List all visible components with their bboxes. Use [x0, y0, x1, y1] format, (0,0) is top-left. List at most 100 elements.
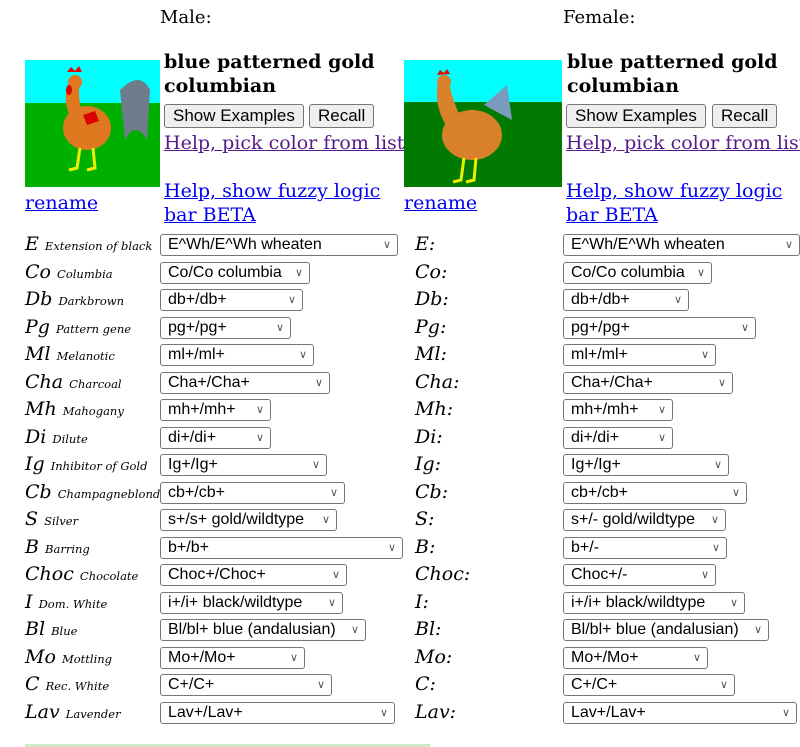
female-gene-select[interactable]: pg+/pg+ ∨	[563, 316, 756, 339]
chevron-down-icon: ∨	[327, 596, 336, 609]
male-gene-select[interactable]: pg+/pg+ ∨	[160, 316, 291, 339]
gene-symbol: Bl	[25, 618, 46, 640]
female-gene-select[interactable]: Ig+/Ig+ ∨	[563, 454, 729, 476]
male-gene-select[interactable]: cb+/cb+ ∨	[160, 481, 345, 504]
male-gene-label: Cha Charcoal	[25, 369, 122, 396]
bottom-divider	[25, 744, 430, 747]
male-gene-select[interactable]: ml+/ml+ ∨	[160, 344, 314, 366]
male-gene-select[interactable]: db+/db+ ∨	[160, 289, 303, 311]
female-gene-select[interactable]: i+/i+ black/wildtype ∨	[563, 591, 745, 614]
female-gene-select[interactable]: Mo+/Mo+ ∨	[563, 646, 708, 669]
male-gene-select[interactable]: i+/i+ black/wildtype ∨	[160, 591, 343, 614]
female-rename-link[interactable]: rename	[404, 192, 478, 214]
female-gene-select[interactable]: Cha+/Cha+ ∨	[563, 371, 733, 394]
male-gene-label: B Barring	[25, 534, 90, 561]
rooster-image	[25, 60, 160, 187]
male-gene-label: Pg Pattern gene	[25, 314, 131, 341]
select-value: Ig+/Ig+	[168, 456, 218, 473]
female-gene-select[interactable]: ml+/ml+ ∨	[563, 344, 716, 366]
select-value: Cha+/Cha+	[571, 373, 653, 391]
female-recall-button[interactable]: Recall	[712, 104, 778, 128]
gene-name: Columbia	[57, 266, 113, 281]
hen-image	[404, 60, 562, 187]
select-value: pg+/pg+	[571, 318, 630, 336]
female-gene-select[interactable]: Lav+/Lav+ ∨	[563, 701, 797, 724]
male-gene-select[interactable]: Bl/bl+ blue (andalusian) ∨	[160, 619, 366, 641]
female-gene-label: B:	[415, 535, 436, 558]
male-gene-select[interactable]: Co/Co columbia ∨	[160, 261, 310, 284]
gene-symbol: I	[25, 590, 33, 613]
female-gene-label: Pg:	[415, 315, 447, 338]
chevron-down-icon: ∨	[700, 349, 709, 361]
female-show-examples-button[interactable]: Show Examples	[566, 104, 706, 128]
female-gene-select[interactable]: cb+/cb+ ∨	[563, 481, 747, 504]
select-value: Bl/bl+ blue (andalusian)	[571, 621, 739, 638]
select-value: ml+/ml+	[571, 346, 628, 363]
male-gene-select[interactable]: Choc+/Choc+ ∨	[160, 564, 347, 586]
male-gene-select[interactable]: mh+/mh+ ∨	[160, 399, 271, 421]
male-rename-link[interactable]: rename	[25, 192, 99, 214]
female-gene-label: Bl:	[415, 618, 442, 640]
male-gene-select[interactable]: Ig+/Ig+ ∨	[160, 454, 327, 476]
gene-name: Champagneblond	[57, 486, 161, 501]
select-value: Cha+/Cha+	[168, 373, 250, 391]
male-gene-select[interactable]: Mo+/Mo+ ∨	[160, 646, 305, 669]
male-gene-label: Db Darkbrown	[25, 286, 124, 313]
chevron-down-icon: ∨	[331, 569, 340, 581]
male-recall-button[interactable]: Recall	[309, 104, 375, 128]
male-gene-label: Lav Lavender	[25, 699, 121, 726]
female-heading: Female:	[563, 7, 636, 28]
gene-symbol: Mo	[25, 645, 56, 668]
chevron-down-icon: ∨	[329, 486, 338, 499]
gene-name: Pattern gene	[56, 321, 132, 336]
male-gene-select[interactable]: C+/C+ ∨	[160, 674, 332, 696]
female-gene-select[interactable]: Choc+/- ∨	[563, 564, 716, 586]
gene-name: Dilute	[52, 431, 88, 446]
gene-symbol: Cha	[25, 370, 64, 393]
gene-name: Dom. White	[38, 596, 108, 611]
gene-name: Mahogany	[62, 404, 124, 418]
male-gene-select[interactable]: di+/di+ ∨	[160, 426, 271, 449]
gene-symbol: Cb	[25, 480, 52, 503]
chevron-down-icon: ∨	[657, 431, 666, 444]
female-help-pick-link[interactable]: Help, pick color from list	[566, 132, 800, 154]
male-gene-select[interactable]: b+/b+ ∨	[160, 536, 403, 559]
female-gene-select[interactable]: s+/- gold/wildtype ∨	[563, 509, 726, 531]
male-gene-select[interactable]: E^Wh/E^Wh wheaten ∨	[160, 234, 398, 256]
chevron-down-icon: ∨	[379, 706, 388, 719]
male-color-name: blue patterned gold columbian	[164, 51, 375, 97]
select-value: Ig+/Ig+	[571, 456, 621, 473]
male-show-examples-button[interactable]: Show Examples	[164, 104, 304, 128]
female-gene-select[interactable]: E^Wh/E^Wh wheaten ∨	[563, 234, 800, 256]
chevron-down-icon: ∨	[298, 349, 307, 361]
female-gene-select[interactable]: mh+/mh+ ∨	[563, 399, 673, 421]
female-gene-select[interactable]: C+/C+ ∨	[563, 674, 735, 696]
select-value: Co/Co columbia	[168, 263, 282, 281]
female-gene-select[interactable]: di+/di+ ∨	[563, 426, 673, 449]
chevron-down-icon: ∨	[710, 514, 719, 526]
female-gene-select[interactable]: Co/Co columbia ∨	[563, 261, 712, 284]
chevron-down-icon: ∨	[314, 376, 323, 389]
select-value: Mo+/Mo+	[168, 648, 236, 666]
male-gene-select[interactable]: Lav+/Lav+ ∨	[160, 701, 395, 724]
female-gene-select[interactable]: Bl/bl+ blue (andalusian) ∨	[563, 619, 769, 641]
chevron-down-icon: ∨	[350, 624, 359, 636]
male-gene-label: Mo Mottling	[25, 644, 112, 671]
female-help-fuzzy-link[interactable]: Help, show fuzzy logic bar BETA	[566, 180, 783, 226]
gene-name: Chocolate	[79, 569, 139, 583]
male-gene-select[interactable]: Cha+/Cha+ ∨	[160, 371, 330, 394]
female-gene-label: E:	[415, 233, 436, 255]
female-gene-select[interactable]: db+/db+ ∨	[563, 289, 689, 311]
gene-name: Blue	[51, 624, 78, 638]
male-gene-select[interactable]: s+/s+ gold/wildtype ∨	[160, 509, 337, 531]
male-help-pick-link[interactable]: Help, pick color from list	[164, 132, 405, 154]
select-value: di+/di+	[571, 428, 620, 446]
gene-name: Charcoal	[69, 376, 122, 391]
male-heading: Male:	[160, 7, 212, 28]
chevron-down-icon: ∨	[657, 404, 666, 416]
gene-symbol: B	[25, 535, 39, 558]
female-gene-select[interactable]: b+/- ∨	[563, 536, 727, 559]
gene-name: Darkbrown	[58, 294, 125, 308]
chevron-down-icon: ∨	[784, 239, 793, 251]
male-help-fuzzy-link[interactable]: Help, show fuzzy logic bar BETA	[164, 180, 381, 226]
